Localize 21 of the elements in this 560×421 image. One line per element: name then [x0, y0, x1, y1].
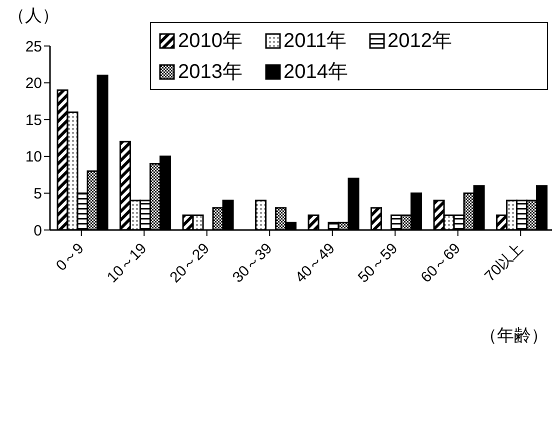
legend-label: 2013年 [178, 60, 242, 85]
x-tick-label: 60～69 [418, 240, 464, 286]
legend-label: 2012年 [388, 29, 452, 54]
y-axis-title: （人） [8, 5, 59, 27]
x-tick-label: 20～29 [166, 240, 213, 286]
x-tick-label: 40～49 [292, 240, 338, 286]
legend-label: 2011年 [284, 29, 347, 54]
x-tick-label: 70以上 [482, 240, 527, 286]
x-axis-title: （年齢） [480, 326, 548, 345]
legend-label: 2010年 [178, 29, 242, 54]
x-tick-label: 10～19 [104, 240, 150, 286]
y-tick-label: 15 [25, 112, 42, 129]
y-tick-label: 10 [25, 148, 42, 166]
y-tick-label: 25 [25, 38, 42, 56]
y-tick-label: 5 [34, 186, 42, 203]
x-tick-label: 0～9 [52, 240, 88, 274]
y-tick-label: 20 [25, 75, 42, 92]
x-tick-label: 30～39 [229, 240, 276, 286]
x-tick-label: 50～59 [354, 240, 402, 286]
y-tick-label: 0 [34, 222, 42, 240]
legend-label: 2014年 [284, 60, 348, 85]
